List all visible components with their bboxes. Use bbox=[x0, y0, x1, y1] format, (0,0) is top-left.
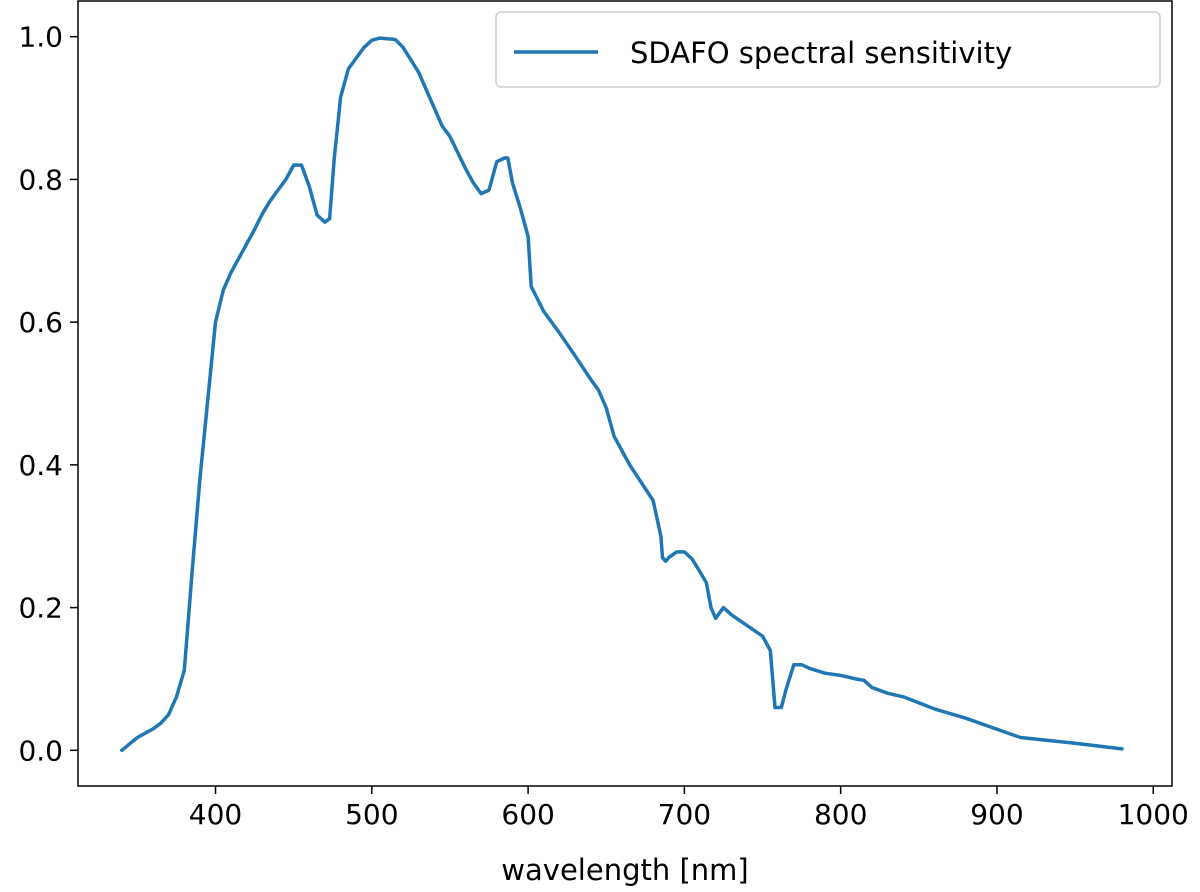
legend-label: SDAFO spectral sensitivity bbox=[630, 36, 1012, 70]
y-tick-label: 0.2 bbox=[18, 592, 63, 625]
y-tick-label: 0.0 bbox=[18, 734, 63, 767]
plot-area bbox=[77, 0, 1173, 787]
y-axis: 0.0 0.2 0.4 0.6 0.8 1.0 bbox=[18, 21, 78, 767]
x-tick-label: 600 bbox=[501, 798, 554, 831]
legend-box bbox=[495, 11, 1161, 88]
x-tick-label: 400 bbox=[189, 798, 242, 831]
x-tick-label: 700 bbox=[658, 798, 711, 831]
x-axis: 400 500 600 700 800 900 1000 bbox=[189, 786, 1189, 831]
legend: SDAFO spectral sensitivity bbox=[495, 11, 1161, 88]
x-tick-label: 900 bbox=[970, 798, 1023, 831]
x-tick-label: 500 bbox=[345, 798, 398, 831]
x-axis-label: wavelength [nm] bbox=[501, 853, 748, 887]
y-tick-label: 0.8 bbox=[18, 163, 63, 196]
y-tick-label: 1.0 bbox=[18, 21, 63, 54]
x-tick-label: 1000 bbox=[1118, 798, 1189, 831]
x-tick-label: 800 bbox=[814, 798, 867, 831]
y-tick-label: 0.4 bbox=[18, 449, 63, 482]
series-line-sdafo bbox=[120, 36, 1124, 753]
y-tick-label: 0.6 bbox=[18, 306, 63, 339]
